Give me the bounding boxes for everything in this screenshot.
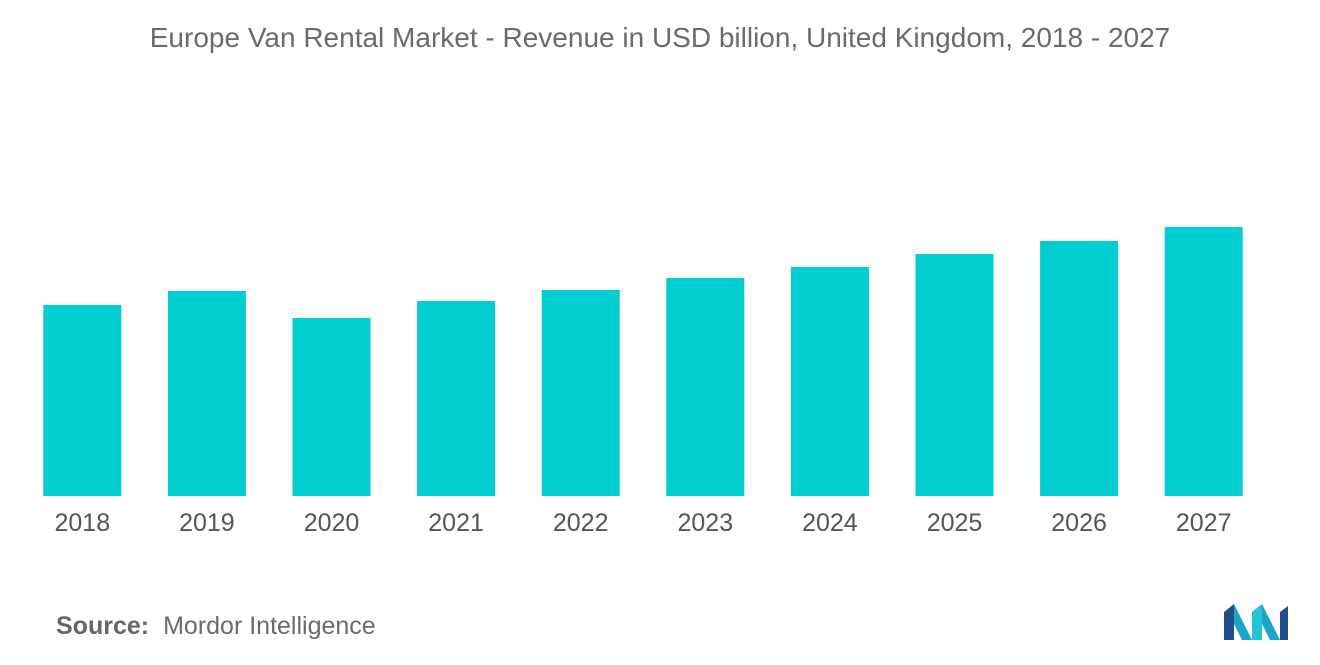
x-tick-label-2023: 2023: [677, 509, 733, 537]
x-tick-label-2025: 2025: [927, 509, 983, 537]
source-note: Source: Mordor Intelligence: [56, 612, 376, 641]
bar-2025: [915, 254, 994, 496]
bar-2026: [1040, 241, 1119, 496]
bar-chart: 2018 2019 2020 2021 2022 2023 2024 2025 2026 2027: [43, 227, 1243, 537]
x-tick-label-2020: 2020: [304, 509, 360, 537]
source-label: Source:: [56, 612, 150, 640]
x-tick-label-2027: 2027: [1176, 509, 1232, 537]
bar-2021: [417, 301, 496, 496]
bar-2022: [541, 290, 620, 496]
bars-group: [43, 227, 1243, 496]
source-text: Mordor Intelligence: [163, 612, 376, 640]
mordor-intelligence-logo-icon: [1224, 604, 1288, 640]
bar-2023: [666, 278, 745, 496]
x-tick-label-2026: 2026: [1051, 509, 1107, 537]
x-tick-label-2021: 2021: [428, 509, 484, 537]
x-tick-label-2018: 2018: [54, 509, 110, 537]
x-tick-labels: 2018 2019 2020 2021 2022 2023 2024 2025 2026 2027: [54, 509, 1231, 537]
bar-2019: [167, 291, 246, 496]
bar-2024: [790, 267, 869, 496]
x-tick-label-2024: 2024: [802, 509, 858, 537]
bar-2027: [1164, 227, 1243, 496]
x-tick-label-2022: 2022: [553, 509, 609, 537]
chart-title: Europe Van Rental Market - Revenue in US…: [149, 22, 1171, 53]
bar-2020: [292, 318, 371, 496]
bar-2018: [43, 305, 122, 496]
x-tick-label-2019: 2019: [179, 509, 235, 537]
